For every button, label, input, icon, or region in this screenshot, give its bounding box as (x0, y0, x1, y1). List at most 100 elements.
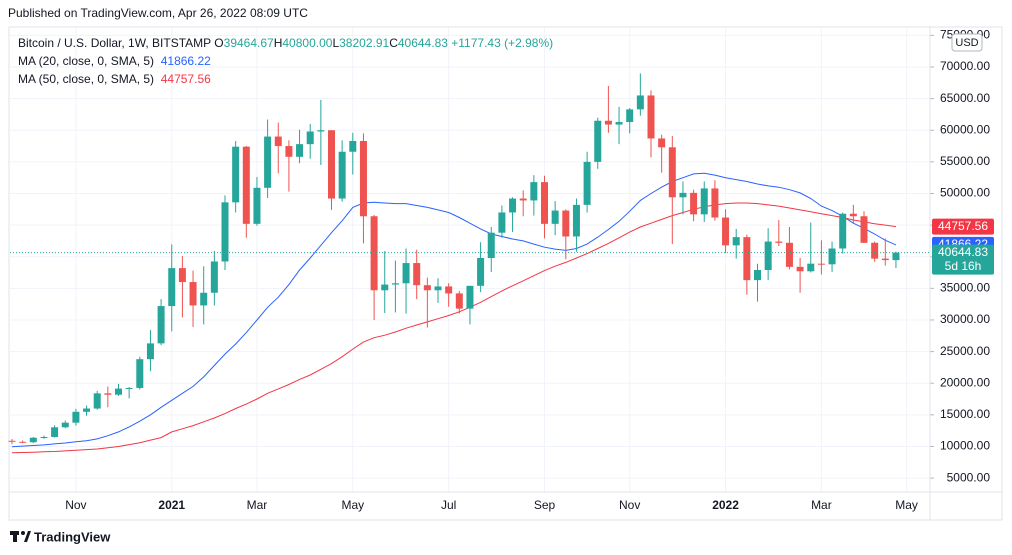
candle-body (881, 258, 889, 261)
price-tag-box (932, 244, 994, 275)
candle-body (285, 146, 293, 157)
candle-body (732, 237, 740, 246)
x-tick-label: 2022 (712, 498, 739, 512)
candle-body (690, 192, 698, 215)
price-tag: 40644.83 (938, 245, 988, 259)
candle-body (839, 213, 847, 249)
candle-body (509, 198, 517, 213)
candle-body (402, 263, 410, 284)
candle-body (817, 263, 825, 265)
candle-body (583, 161, 591, 205)
x-tick-label: Jul (441, 498, 456, 512)
legend-ohlc-label: O (214, 36, 224, 50)
x-tick-label: Mar (247, 498, 268, 512)
candle-body (807, 263, 815, 272)
y-tick-label: 60000.00 (940, 122, 990, 136)
candle-body (253, 187, 261, 224)
y-tick-label: 15000.00 (940, 407, 990, 421)
candle-body (157, 306, 165, 344)
legend-main: Bitcoin / U.S. Dollar, 1W, BITSTAMP O394… (18, 34, 553, 52)
candle-body (445, 286, 453, 294)
candle-body (594, 120, 602, 162)
candle-body (775, 241, 783, 243)
candle-body (572, 204, 580, 237)
candle-body (210, 261, 218, 293)
candle-body (668, 147, 676, 198)
candle-body (551, 210, 559, 224)
candle-body (743, 237, 751, 281)
legend-ma20: MA (20, close, 0, SMA, 5) 41866.22 (18, 52, 553, 70)
legend-ma-name: MA (50, close, 0, SMA, 5) (18, 72, 155, 86)
x-tick-label: Sep (534, 498, 556, 512)
frame (8, 26, 1003, 521)
candle-body (381, 284, 389, 291)
candle-body (264, 136, 272, 188)
countdown: 5d 16h (945, 259, 982, 273)
y-tick-label: 70000.00 (940, 59, 990, 73)
candle-body (849, 213, 857, 217)
candle-body (370, 216, 378, 291)
candle-body (8, 440, 16, 442)
candle-body (317, 130, 325, 132)
y-tick-label: 30000.00 (940, 312, 990, 326)
legend-ohlc-value: 39464.67 (223, 36, 274, 50)
y-tick-label: 65000.00 (940, 91, 990, 105)
candle-body (647, 95, 655, 139)
y-tick-label: 50000.00 (940, 186, 990, 200)
x-tick-label: May (895, 498, 918, 512)
candle-body (72, 411, 80, 423)
publisher: Published on TradingView.com, Apr 26, 20… (8, 6, 308, 20)
candle-body (828, 248, 836, 265)
candle-body (146, 343, 154, 360)
candle-body (136, 359, 144, 388)
legend: Bitcoin / U.S. Dollar, 1W, BITSTAMP O394… (18, 34, 553, 88)
candle-body (455, 293, 463, 309)
candle-body (711, 188, 719, 218)
y-tick-label: 5000.00 (947, 470, 991, 484)
currency: USD (955, 37, 978, 49)
candle-body (306, 131, 314, 145)
candle-body (860, 216, 868, 243)
candle-body (168, 268, 176, 307)
ma50-tag-box (932, 218, 994, 235)
candle-body (519, 198, 527, 201)
candle-body (93, 393, 101, 409)
candle-body (658, 138, 666, 148)
candle-body (466, 285, 474, 309)
legend-ma-name: MA (20, close, 0, SMA, 5) (18, 54, 155, 68)
candle-body (115, 388, 122, 395)
currency-box (951, 33, 983, 52)
candle-body (83, 408, 91, 412)
x-tick-label: 2021 (158, 498, 185, 512)
candle-body (232, 146, 240, 203)
ma-line (11, 172, 897, 448)
candle-body (530, 182, 538, 201)
candle-body (104, 393, 112, 395)
candle-body (626, 109, 634, 123)
x-tick-label: May (341, 498, 364, 512)
candle-body (178, 268, 186, 283)
legend-ohlc-label: L (332, 36, 340, 50)
logo (10, 531, 31, 542)
footer-brand: TradingView (34, 529, 111, 544)
candle-body (722, 217, 730, 246)
legend-ma-value: 44757.56 (160, 72, 211, 86)
y-tick-label: 55000.00 (940, 154, 990, 168)
candle-body (785, 242, 793, 267)
legend-ohlc-value: 38202.91 (339, 36, 390, 50)
legend-ohlc: O39464.67H40800.00L38202.91C40644.83 (214, 36, 448, 50)
candle-body (700, 188, 708, 215)
candle-body (892, 252, 900, 261)
candle-body (679, 192, 687, 198)
candle-body (349, 140, 357, 152)
candle-body (413, 263, 421, 286)
candle-body (242, 146, 250, 224)
y-tick-label: 20000.00 (940, 375, 990, 389)
candle-body (477, 257, 485, 286)
candle-body (764, 241, 772, 271)
legend-ohlc-label: C (389, 36, 398, 50)
candle-body (604, 120, 612, 125)
y-tick-label: 10000.00 (940, 439, 990, 453)
ma-line (11, 202, 897, 454)
candle-body (636, 95, 644, 110)
